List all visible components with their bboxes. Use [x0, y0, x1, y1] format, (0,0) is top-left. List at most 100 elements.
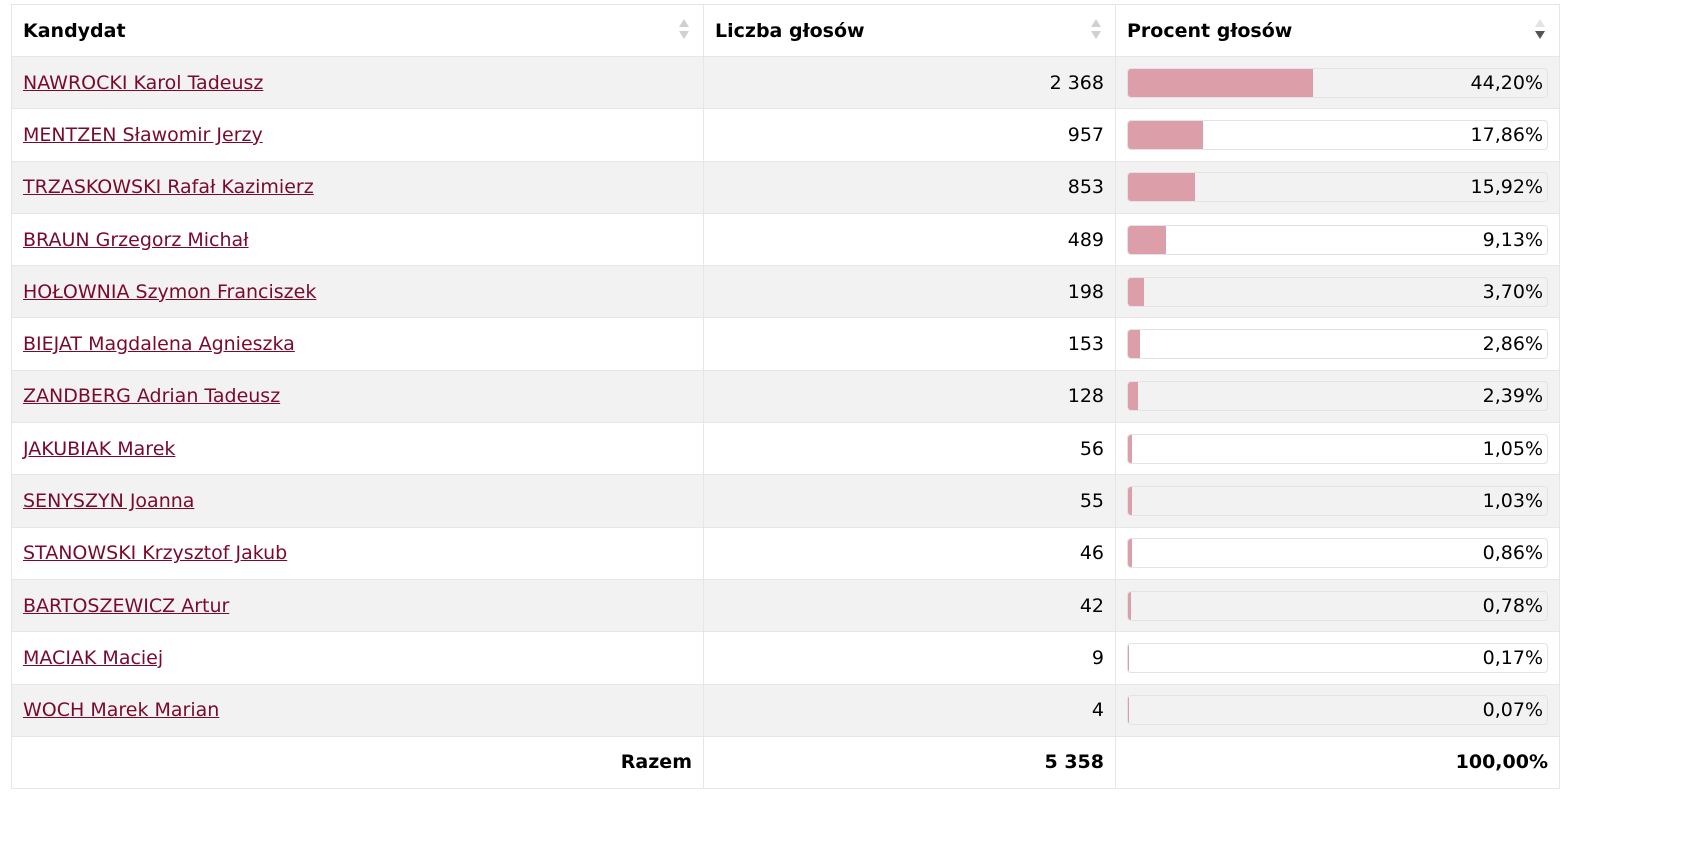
percent-cell: 0,86%: [1115, 526, 1560, 580]
votes-cell: 153: [703, 317, 1116, 371]
table-row: HOŁOWNIA Szymon Franciszek 198 3,70%: [11, 265, 1560, 319]
percent-cell: 0,78%: [1115, 578, 1560, 633]
sort-icon[interactable]: [679, 19, 689, 43]
percent-value: 2,39%: [1482, 385, 1543, 408]
percent-cell: 9,13%: [1115, 212, 1560, 267]
votes-cell: 55: [703, 474, 1116, 528]
candidate-cell: WOCH Marek Marian: [11, 683, 704, 737]
percent-value: 17,86%: [1470, 123, 1543, 146]
candidate-link[interactable]: MACIAK Maciej: [23, 646, 164, 669]
total-percent: 100,00%: [1115, 735, 1560, 789]
votes-cell: 128: [703, 369, 1116, 424]
sort-descending-icon[interactable]: [1535, 19, 1545, 43]
table-row: WOCH Marek Marian 4 0,07%: [11, 683, 1560, 737]
candidate-link[interactable]: HOŁOWNIA Szymon Franciszek: [23, 280, 317, 303]
candidate-link[interactable]: BIEJAT Magdalena Agnieszka: [23, 333, 295, 356]
candidate-cell: BARTOSZEWICZ Artur: [11, 578, 704, 633]
percent-bar: 0,86%: [1127, 538, 1548, 569]
votes-cell: 56: [703, 422, 1116, 476]
percent-value: 2,86%: [1482, 333, 1543, 356]
candidate-cell: BIEJAT Magdalena Agnieszka: [11, 317, 704, 371]
votes-cell: 2 368: [703, 55, 1116, 110]
percent-bar: 0,17%: [1127, 642, 1548, 673]
percent-cell: 1,05%: [1115, 422, 1560, 476]
percent-bar-fill: [1128, 591, 1132, 620]
percent-cell: 17,86%: [1115, 108, 1560, 162]
votes-cell: 489: [703, 212, 1116, 267]
percent-bar: 2,86%: [1127, 329, 1548, 360]
column-header-label: Liczba głosów: [715, 19, 865, 42]
total-row: Razem 5 358 100,00%: [11, 735, 1560, 789]
column-header-percent[interactable]: Procent głosów: [1115, 4, 1560, 57]
votes-cell: 957: [703, 108, 1116, 162]
column-header-votes[interactable]: Liczba głosów: [703, 4, 1116, 57]
percent-bar-fill: [1128, 434, 1133, 463]
percent-bar-fill: [1128, 225, 1167, 254]
column-header-candidate[interactable]: Kandydat: [11, 4, 704, 57]
percent-bar-fill: [1128, 643, 1129, 672]
percent-bar-fill: [1128, 487, 1133, 516]
percent-bar-fill: [1128, 382, 1138, 411]
percent-bar: 0,78%: [1127, 590, 1548, 621]
total-votes: 5 358: [703, 735, 1116, 789]
percent-bar: 0,07%: [1127, 695, 1548, 726]
percent-value: 1,03%: [1482, 490, 1543, 513]
votes-cell: 42: [703, 578, 1116, 633]
candidate-link[interactable]: NAWROCKI Karol Tadeusz: [23, 71, 264, 94]
candidate-link[interactable]: MENTZEN Sławomir Jerzy: [23, 123, 263, 146]
candidate-link[interactable]: TRZASKOWSKI Rafał Kazimierz: [23, 176, 314, 199]
percent-bar: 17,86%: [1127, 119, 1548, 150]
candidate-cell: MENTZEN Sławomir Jerzy: [11, 108, 704, 162]
percent-bar-fill: [1128, 277, 1144, 306]
percent-value: 0,07%: [1482, 699, 1543, 722]
percent-bar-fill: [1128, 173, 1195, 202]
percent-bar: 2,39%: [1127, 381, 1548, 412]
candidate-cell: TRZASKOWSKI Rafał Kazimierz: [11, 160, 704, 214]
candidate-link[interactable]: BRAUN Grzegorz Michał: [23, 228, 249, 251]
sort-icon[interactable]: [1091, 19, 1101, 43]
percent-value: 0,17%: [1482, 646, 1543, 669]
candidate-cell: JAKUBIAK Marek: [11, 422, 704, 476]
candidate-cell: SENYSZYN Joanna: [11, 474, 704, 528]
table-row: SENYSZYN Joanna 55 1,03%: [11, 474, 1560, 528]
results-table: Kandydat Liczba głosów Procent głosów NA…: [11, 4, 1560, 789]
percent-bar: 44,20%: [1127, 67, 1548, 98]
votes-cell: 4: [703, 683, 1116, 737]
candidate-link[interactable]: SENYSZYN Joanna: [23, 490, 195, 513]
candidate-cell: HOŁOWNIA Szymon Franciszek: [11, 265, 704, 319]
candidate-cell: MACIAK Maciej: [11, 631, 704, 685]
candidate-link[interactable]: STANOWSKI Krzysztof Jakub: [23, 542, 288, 565]
percent-cell: 2,86%: [1115, 317, 1560, 371]
percent-value: 3,70%: [1482, 280, 1543, 303]
candidate-link[interactable]: JAKUBIAK Marek: [23, 437, 176, 460]
percent-value: 0,78%: [1482, 594, 1543, 617]
candidate-link[interactable]: WOCH Marek Marian: [23, 699, 220, 722]
percent-value: 44,20%: [1470, 71, 1543, 94]
percent-bar-fill: [1128, 120, 1203, 149]
candidate-cell: STANOWSKI Krzysztof Jakub: [11, 526, 704, 580]
table-row: BRAUN Grzegorz Michał 489 9,13%: [11, 212, 1560, 267]
percent-bar: 9,13%: [1127, 224, 1548, 255]
votes-cell: 9: [703, 631, 1116, 685]
table-row: BIEJAT Magdalena Agnieszka 153 2,86%: [11, 317, 1560, 371]
table-row: JAKUBIAK Marek 56 1,05%: [11, 422, 1560, 476]
votes-cell: 198: [703, 265, 1116, 319]
votes-cell: 853: [703, 160, 1116, 214]
table-row: MENTZEN Sławomir Jerzy 957 17,86%: [11, 108, 1560, 162]
percent-value: 9,13%: [1482, 228, 1543, 251]
header-row: Kandydat Liczba głosów Procent głosów: [11, 4, 1560, 57]
candidate-link[interactable]: ZANDBERG Adrian Tadeusz: [23, 385, 281, 408]
candidate-cell: ZANDBERG Adrian Tadeusz: [11, 369, 704, 424]
table-row: TRZASKOWSKI Rafał Kazimierz 853 15,92%: [11, 160, 1560, 214]
percent-cell: 0,07%: [1115, 683, 1560, 737]
percent-value: 15,92%: [1470, 176, 1543, 199]
table-row: STANOWSKI Krzysztof Jakub 46 0,86%: [11, 526, 1560, 580]
percent-bar: 15,92%: [1127, 172, 1548, 203]
percent-bar-fill: [1128, 539, 1132, 568]
percent-cell: 0,17%: [1115, 631, 1560, 685]
percent-bar: 1,05%: [1127, 433, 1548, 464]
percent-value: 1,05%: [1482, 437, 1543, 460]
percent-cell: 1,03%: [1115, 474, 1560, 528]
candidate-link[interactable]: BARTOSZEWICZ Artur: [23, 594, 230, 617]
percent-cell: 44,20%: [1115, 55, 1560, 110]
